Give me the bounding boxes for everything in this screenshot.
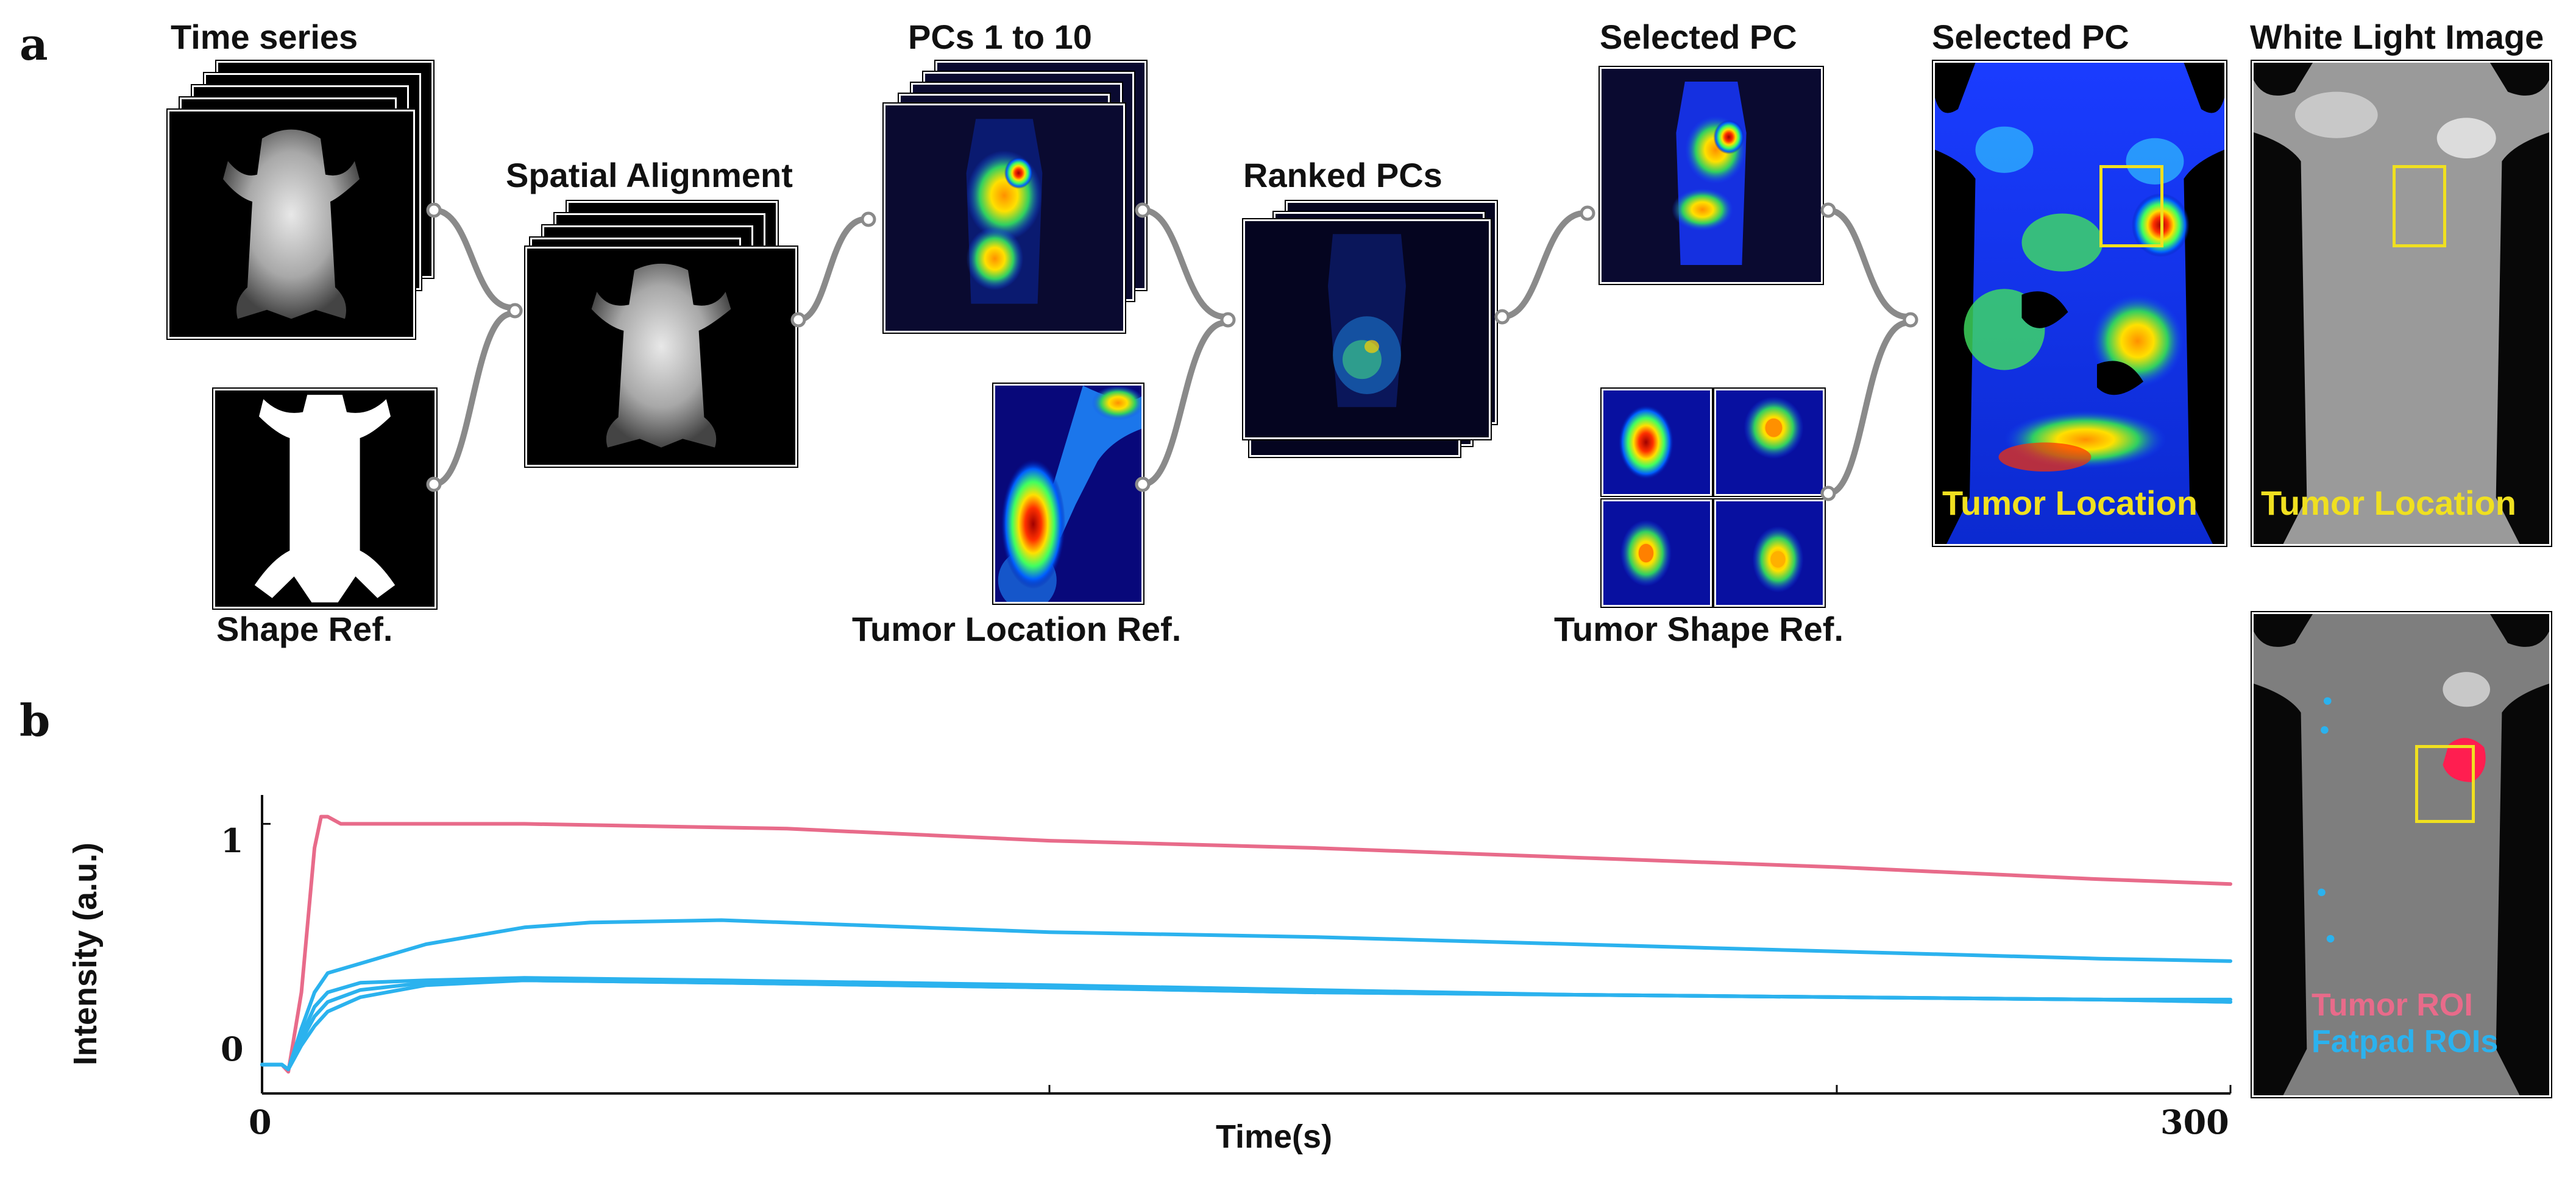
ranked-pcs-image (1243, 219, 1491, 439)
pcs-image (884, 104, 1125, 333)
spatial-alignment-image (525, 247, 797, 467)
tumor-location-label-white: Tumor Location (2261, 484, 2516, 522)
tumor-shape-ref-label: Tumor Shape Ref. (1554, 610, 1844, 648)
tumor-roi-box-white (2393, 165, 2446, 247)
selected-pc-large-image: Tumor Location (1933, 61, 2226, 546)
y-tick-label: 1 (221, 821, 244, 860)
time-series-image (168, 110, 415, 339)
tumor-location-label-pc: Tumor Location (1942, 484, 2198, 522)
series-line-fatpad-roi-4 (260, 978, 2232, 1072)
tumor-location-ref-label: Tumor Location Ref. (852, 610, 1182, 648)
pcs-label: PCs 1 to 10 (908, 18, 1092, 56)
tumor-roi-box-pc (2099, 165, 2163, 247)
series-line-fatpad-roi-3 (260, 978, 2232, 1072)
x-axis-label: Time(s) (1216, 1118, 1333, 1155)
white-light-image: Tumor Location (2252, 61, 2551, 546)
selected-pc-small-image (1600, 67, 1823, 284)
white-light-label: White Light Image (2250, 18, 2544, 56)
selected-pc-large-label: Selected PC (1932, 18, 2129, 56)
roi-image: Tumor ROI Fatpad ROIs (2252, 612, 2551, 1097)
series-line-tumor-roi (260, 814, 2232, 1074)
x-tick-label: 0 (249, 1103, 272, 1142)
shape-ref-image (213, 389, 436, 609)
panel-label-a: a (20, 18, 48, 70)
panel-label-b: b (20, 694, 51, 746)
selected-pc-small-label: Selected PC (1600, 18, 1797, 56)
tumor-roi-box-roi (2415, 745, 2475, 823)
tumor-location-ref-image (993, 384, 1143, 604)
spatial-alignment-label: Spatial Alignment (506, 156, 793, 194)
legend-tumor-roi: Tumor ROI (2312, 987, 2473, 1023)
legend-fatpad-rois: Fatpad ROIs (2312, 1024, 2499, 1059)
series-line-fatpad-roi-1 (260, 918, 2232, 1072)
y-tick-label: 0 (221, 1029, 244, 1068)
shape-ref-label: Shape Ref. (216, 610, 393, 648)
time-series-label: Time series (171, 18, 358, 56)
x-tick-label: 300 (2160, 1103, 2229, 1142)
ranked-pcs-label: Ranked PCs (1243, 156, 1442, 194)
